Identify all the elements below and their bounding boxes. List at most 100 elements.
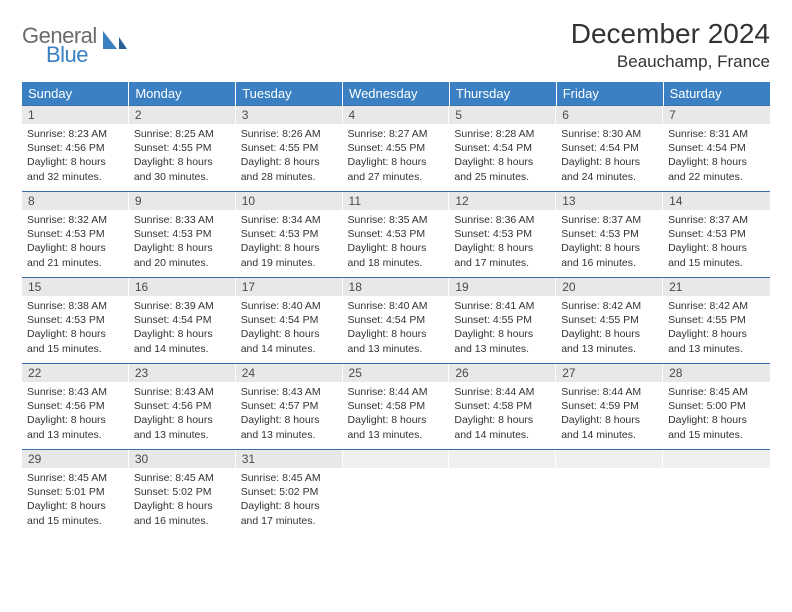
day-number: 26 (449, 364, 556, 382)
day-details: Sunrise: 8:34 AMSunset: 4:53 PMDaylight:… (236, 210, 343, 274)
sunrise-line: Sunrise: 8:39 AM (134, 300, 214, 312)
calendar-day-cell: 22Sunrise: 8:43 AMSunset: 4:56 PMDayligh… (22, 364, 129, 450)
day-number: 24 (236, 364, 343, 382)
calendar-day-cell: 29Sunrise: 8:45 AMSunset: 5:01 PMDayligh… (22, 450, 129, 536)
weekday-header: Tuesday (236, 82, 343, 106)
calendar-week-row: 1Sunrise: 8:23 AMSunset: 4:56 PMDaylight… (22, 106, 770, 192)
sunset-line: Sunset: 4:55 PM (454, 314, 532, 326)
month-title: December 2024 (571, 18, 770, 50)
sunset-line: Sunset: 4:55 PM (561, 314, 639, 326)
calendar-day-cell (663, 450, 770, 536)
calendar-day-cell: 24Sunrise: 8:43 AMSunset: 4:57 PMDayligh… (236, 364, 343, 450)
day-number: 15 (22, 278, 129, 296)
calendar-table: Sunday Monday Tuesday Wednesday Thursday… (22, 82, 770, 536)
daylight-line: Daylight: 8 hours and 27 minutes. (348, 156, 427, 182)
calendar-week-row: 22Sunrise: 8:43 AMSunset: 4:56 PMDayligh… (22, 364, 770, 450)
daylight-line: Daylight: 8 hours and 14 minutes. (241, 328, 320, 354)
daylight-line: Daylight: 8 hours and 28 minutes. (241, 156, 320, 182)
sunset-line: Sunset: 4:54 PM (454, 142, 532, 154)
day-number: 17 (236, 278, 343, 296)
sunset-line: Sunset: 4:53 PM (348, 228, 426, 240)
calendar-week-row: 15Sunrise: 8:38 AMSunset: 4:53 PMDayligh… (22, 278, 770, 364)
calendar-day-cell: 11Sunrise: 8:35 AMSunset: 4:53 PMDayligh… (343, 192, 450, 278)
sunset-line: Sunset: 4:54 PM (561, 142, 639, 154)
sunrise-line: Sunrise: 8:33 AM (134, 214, 214, 226)
calendar-day-cell: 20Sunrise: 8:42 AMSunset: 4:55 PMDayligh… (556, 278, 663, 364)
day-number: 2 (129, 106, 236, 124)
day-number: 21 (663, 278, 770, 296)
day-details: Sunrise: 8:39 AMSunset: 4:54 PMDaylight:… (129, 296, 236, 360)
weekday-header: Wednesday (343, 82, 450, 106)
calendar-day-cell: 23Sunrise: 8:43 AMSunset: 4:56 PMDayligh… (129, 364, 236, 450)
calendar-week-row: 8Sunrise: 8:32 AMSunset: 4:53 PMDaylight… (22, 192, 770, 278)
daylight-line: Daylight: 8 hours and 18 minutes. (348, 242, 427, 268)
daylight-line: Daylight: 8 hours and 14 minutes. (561, 414, 640, 440)
sunrise-line: Sunrise: 8:27 AM (348, 128, 428, 140)
day-number: 23 (129, 364, 236, 382)
day-details: Sunrise: 8:37 AMSunset: 4:53 PMDaylight:… (556, 210, 663, 274)
sunset-line: Sunset: 4:55 PM (241, 142, 319, 154)
sunrise-line: Sunrise: 8:42 AM (561, 300, 641, 312)
sunset-line: Sunset: 4:58 PM (348, 400, 426, 412)
sunset-line: Sunset: 4:53 PM (561, 228, 639, 240)
sunrise-line: Sunrise: 8:43 AM (241, 386, 321, 398)
day-number: 12 (449, 192, 556, 210)
daylight-line: Daylight: 8 hours and 19 minutes. (241, 242, 320, 268)
daylight-line: Daylight: 8 hours and 13 minutes. (348, 414, 427, 440)
daylight-line: Daylight: 8 hours and 15 minutes. (668, 242, 747, 268)
sunset-line: Sunset: 4:56 PM (27, 142, 105, 154)
header: General Blue December 2024 Beauchamp, Fr… (22, 18, 770, 72)
day-details: Sunrise: 8:44 AMSunset: 4:58 PMDaylight:… (449, 382, 556, 446)
calendar-week-row: 29Sunrise: 8:45 AMSunset: 5:01 PMDayligh… (22, 450, 770, 536)
calendar-day-cell: 14Sunrise: 8:37 AMSunset: 4:53 PMDayligh… (663, 192, 770, 278)
sunset-line: Sunset: 4:55 PM (348, 142, 426, 154)
daylight-line: Daylight: 8 hours and 21 minutes. (27, 242, 106, 268)
calendar-day-cell: 25Sunrise: 8:44 AMSunset: 4:58 PMDayligh… (343, 364, 450, 450)
calendar-day-cell: 7Sunrise: 8:31 AMSunset: 4:54 PMDaylight… (663, 106, 770, 192)
weekday-header: Monday (129, 82, 236, 106)
weekday-header: Thursday (449, 82, 556, 106)
sunrise-line: Sunrise: 8:25 AM (134, 128, 214, 140)
calendar-day-cell: 12Sunrise: 8:36 AMSunset: 4:53 PMDayligh… (449, 192, 556, 278)
sunrise-line: Sunrise: 8:43 AM (27, 386, 107, 398)
sunrise-line: Sunrise: 8:30 AM (561, 128, 641, 140)
daylight-line: Daylight: 8 hours and 22 minutes. (668, 156, 747, 182)
sunrise-line: Sunrise: 8:45 AM (668, 386, 748, 398)
day-details: Sunrise: 8:45 AMSunset: 5:02 PMDaylight:… (236, 468, 343, 532)
day-details: Sunrise: 8:45 AMSunset: 5:00 PMDaylight:… (663, 382, 770, 446)
sunset-line: Sunset: 4:55 PM (134, 142, 212, 154)
day-number: 29 (22, 450, 129, 468)
day-number: 9 (129, 192, 236, 210)
day-details: Sunrise: 8:32 AMSunset: 4:53 PMDaylight:… (22, 210, 129, 274)
day-number: 7 (663, 106, 770, 124)
daylight-line: Daylight: 8 hours and 16 minutes. (561, 242, 640, 268)
daylight-line: Daylight: 8 hours and 20 minutes. (134, 242, 213, 268)
calendar-day-cell: 26Sunrise: 8:44 AMSunset: 4:58 PMDayligh… (449, 364, 556, 450)
sunrise-line: Sunrise: 8:38 AM (27, 300, 107, 312)
day-details: Sunrise: 8:30 AMSunset: 4:54 PMDaylight:… (556, 124, 663, 188)
daylight-line: Daylight: 8 hours and 15 minutes. (27, 500, 106, 526)
calendar-day-cell: 3Sunrise: 8:26 AMSunset: 4:55 PMDaylight… (236, 106, 343, 192)
day-number: 14 (663, 192, 770, 210)
daylight-line: Daylight: 8 hours and 14 minutes. (134, 328, 213, 354)
day-number (663, 450, 770, 468)
daylight-line: Daylight: 8 hours and 14 minutes. (454, 414, 533, 440)
location: Beauchamp, France (571, 52, 770, 72)
sunrise-line: Sunrise: 8:44 AM (348, 386, 428, 398)
day-number: 6 (556, 106, 663, 124)
daylight-line: Daylight: 8 hours and 30 minutes. (134, 156, 213, 182)
day-number: 20 (556, 278, 663, 296)
sunrise-line: Sunrise: 8:44 AM (561, 386, 641, 398)
sunset-line: Sunset: 4:55 PM (668, 314, 746, 326)
day-number: 11 (343, 192, 450, 210)
calendar-day-cell: 16Sunrise: 8:39 AMSunset: 4:54 PMDayligh… (129, 278, 236, 364)
calendar-page: General Blue December 2024 Beauchamp, Fr… (0, 0, 792, 612)
day-details: Sunrise: 8:41 AMSunset: 4:55 PMDaylight:… (449, 296, 556, 360)
day-details: Sunrise: 8:43 AMSunset: 4:56 PMDaylight:… (129, 382, 236, 446)
sunset-line: Sunset: 4:54 PM (241, 314, 319, 326)
sunrise-line: Sunrise: 8:41 AM (454, 300, 534, 312)
sunrise-line: Sunrise: 8:34 AM (241, 214, 321, 226)
calendar-day-cell: 31Sunrise: 8:45 AMSunset: 5:02 PMDayligh… (236, 450, 343, 536)
day-details: Sunrise: 8:37 AMSunset: 4:53 PMDaylight:… (663, 210, 770, 274)
sunrise-line: Sunrise: 8:26 AM (241, 128, 321, 140)
